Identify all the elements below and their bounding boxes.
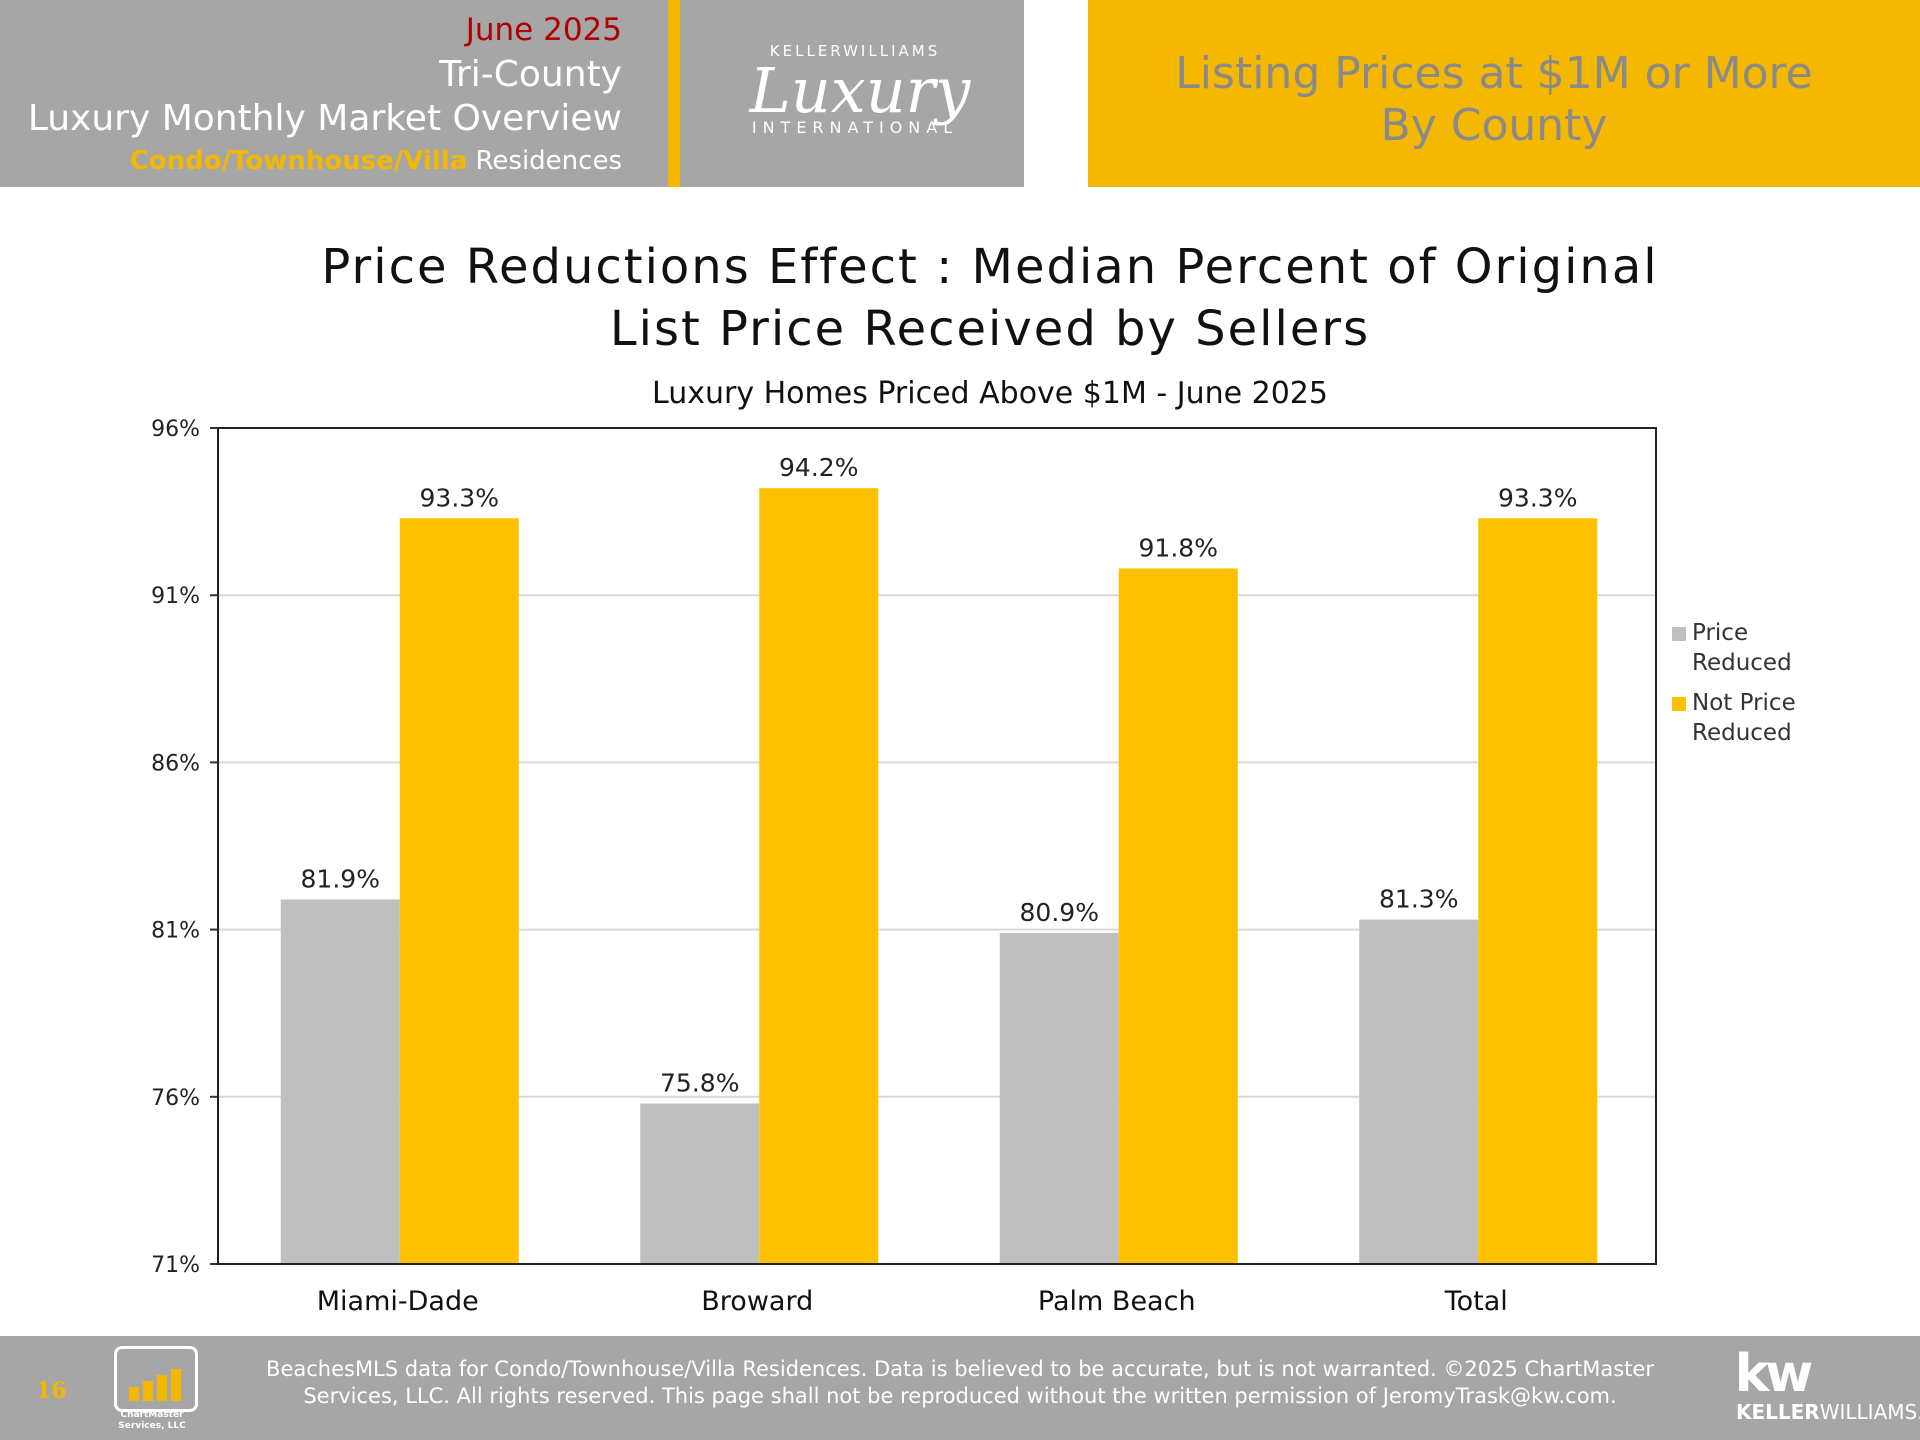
chart-title: Price Reductions Effect : Median Percent… [240, 236, 1740, 360]
kw-logo-mark: kw [1734, 1344, 1814, 1404]
data-label-price-reduced-total: 81.3% [1379, 885, 1458, 914]
report-overview-title: Luxury Monthly Market Overview [27, 98, 622, 139]
bar-price-reduced-broward [640, 1103, 760, 1264]
disclaimer-line1: BeachesMLS data for Condo/Townhouse/Vill… [266, 1357, 1654, 1381]
header-right-panel [1088, 0, 1920, 187]
legend-label-price-reduced-line1: Price [1692, 620, 1749, 646]
y-tick-label-86: 86% [151, 751, 200, 776]
footer-disclaimer: BeachesMLS data for Condo/Townhouse/Vill… [230, 1356, 1690, 1410]
x-category-label-broward: Broward [701, 1286, 813, 1317]
legend-item-price-reduced: Price Reduced [1672, 618, 1832, 678]
y-tick-label-81: 81% [151, 919, 200, 944]
bar-not-price-reduced-miami-dade [399, 518, 519, 1264]
legend-item-not-price-reduced: Not Price Reduced [1672, 688, 1832, 748]
chart-title-line2: List Price Received by Sellers [609, 301, 1371, 357]
disclaimer-line2: Services, LLC. All rights reserved. This… [303, 1384, 1617, 1408]
bar-not-price-reduced-broward [759, 488, 879, 1264]
page-number: 16 [36, 1378, 67, 1404]
property-type-suffix: Residences [467, 146, 623, 176]
kw-logo-text: KELLERWILLIAMS. [1736, 1400, 1920, 1424]
x-category-label-palm-beach: Palm Beach [1038, 1286, 1196, 1317]
report-region: Tri-County [439, 54, 622, 95]
header-left-panel [0, 0, 668, 187]
legend-label-not-price-reduced-line2: Reduced [1692, 720, 1792, 746]
bar-price-reduced-palm-beach [999, 932, 1119, 1264]
bar-not-price-reduced-palm-beach [1118, 568, 1238, 1264]
section-title: Listing Prices at $1M or More By County [1088, 48, 1900, 152]
footer-bar [0, 1336, 1920, 1440]
y-tick-label-71: 71% [151, 1253, 200, 1278]
y-tick-label-96: 96% [151, 417, 200, 442]
data-label-not-price-reduced-broward: 94.2% [779, 453, 858, 482]
chartmaster-suffix: Services, LLC [118, 1421, 186, 1431]
report-month: June 2025 [465, 12, 622, 48]
chartmaster-name: ChartMaster [120, 1410, 184, 1420]
section-title-line1: Listing Prices at $1M or More [1175, 48, 1813, 99]
header-logo-panel [680, 0, 1024, 187]
kw-luxury-logo-bottom: INTERNATIONAL [751, 118, 959, 137]
y-tick-label-91: 91% [151, 584, 200, 609]
kw-logo-keller: KELLER [1736, 1400, 1820, 1424]
data-label-not-price-reduced-total: 93.3% [1498, 483, 1577, 512]
y-tick-label-76: 76% [151, 1086, 200, 1111]
chartmaster-logo [114, 1346, 198, 1412]
header-gold-stripe [668, 0, 680, 187]
bar-not-price-reduced-total [1478, 518, 1598, 1264]
legend-label-not-price-reduced-line1: Not Price [1692, 690, 1796, 716]
bar-chart: 96% 91% 86% 81% 76% 71% 81.9% 93.3% Miami-Dade 75… [151, 417, 1657, 1317]
legend-swatch-not-price-reduced [1672, 697, 1686, 711]
data-label-price-reduced-miami-dade: 81.9% [301, 865, 380, 894]
chart-legend: Price Reduced Not Price Reduced [1672, 618, 1832, 758]
x-category-label-total: Total [1444, 1286, 1508, 1317]
plot-area-frame [217, 427, 1657, 1265]
chart-subtitle: Luxury Homes Priced Above $1M - June 202… [652, 376, 1328, 411]
data-label-not-price-reduced-palm-beach: 91.8% [1139, 533, 1218, 562]
legend-label-price-reduced-line2: Reduced [1692, 650, 1792, 676]
property-type: Condo/Townhouse/Villa Residences [130, 146, 622, 176]
kw-logo-williams: WILLIAMS. [1819, 1400, 1920, 1424]
kw-luxury-logo-top: KELLERWILLIAMS [769, 42, 941, 60]
bar-price-reduced-miami-dade [280, 899, 400, 1264]
kw-luxury-logo-script: Luxury [749, 54, 971, 127]
property-type-highlight: Condo/Townhouse/Villa [129, 146, 468, 176]
chartmaster-logo-text: ChartMaster Services, LLC [104, 1410, 200, 1432]
bar-price-reduced-total [1359, 919, 1479, 1264]
x-category-label-miami-dade: Miami-Dade [317, 1286, 479, 1317]
legend-swatch-price-reduced [1672, 627, 1686, 641]
chart-title-line1: Price Reductions Effect : Median Percent… [321, 239, 1659, 295]
data-label-price-reduced-broward: 75.8% [660, 1068, 739, 1097]
data-label-price-reduced-palm-beach: 80.9% [1020, 898, 1099, 927]
data-label-not-price-reduced-miami-dade: 93.3% [420, 483, 499, 512]
section-title-line2: By County [1380, 100, 1608, 151]
